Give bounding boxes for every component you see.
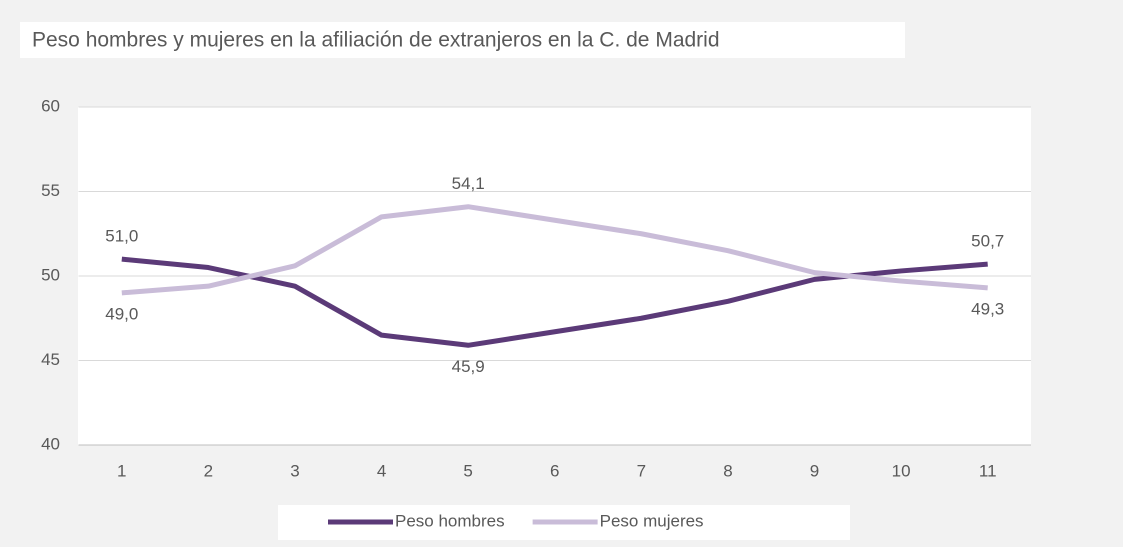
y-tick-label: 40 <box>41 434 60 453</box>
x-tick-label: 4 <box>377 461 386 480</box>
x-tick-label: 6 <box>550 461 559 480</box>
legend-label: Peso hombres <box>395 511 505 530</box>
y-tick-label: 50 <box>41 265 60 284</box>
y-tick-label: 60 <box>41 96 60 115</box>
data-label: 45,9 <box>452 357 485 376</box>
x-tick-label: 5 <box>463 461 472 480</box>
chart-title: Peso hombres y mujeres en la afiliación … <box>32 29 720 52</box>
x-tick-label: 9 <box>810 461 819 480</box>
x-tick-label: 3 <box>290 461 299 480</box>
y-tick-label: 45 <box>41 350 60 369</box>
series-line <box>121 204 988 296</box>
data-label: 54,1 <box>452 174 485 193</box>
data-label: 49,0 <box>105 304 138 323</box>
y-tick-label: 55 <box>41 181 60 200</box>
x-tick-label: 10 <box>892 461 911 480</box>
x-tick-label: 7 <box>637 461 646 480</box>
data-label: 51,0 <box>105 227 138 246</box>
legend-label: Peso mujeres <box>600 511 704 530</box>
x-tick-label: 8 <box>723 461 732 480</box>
x-tick-label: 2 <box>204 461 213 480</box>
data-label: 50,7 <box>971 232 1004 251</box>
x-tick-label: 1 <box>117 461 126 480</box>
x-tick-label: 11 <box>979 461 997 480</box>
title-box <box>20 22 905 58</box>
data-label: 49,3 <box>971 299 1004 318</box>
